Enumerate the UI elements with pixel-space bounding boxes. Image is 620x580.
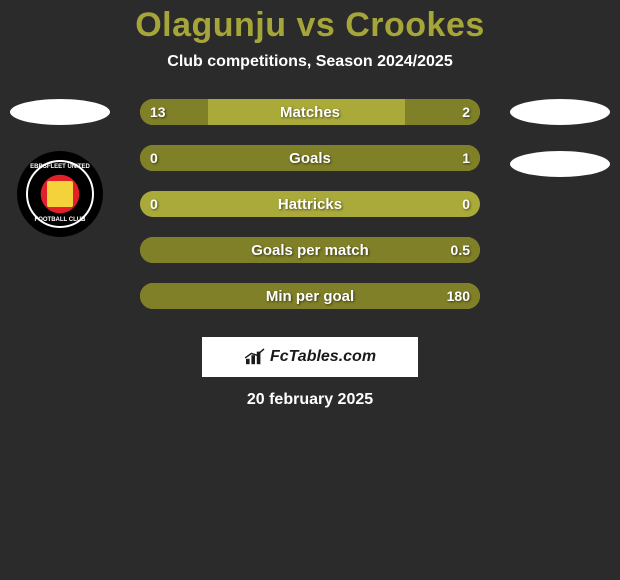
club-badge-top-text: EBBSFLEET UNITED xyxy=(28,164,92,170)
left-club-badge: EBBSFLEET UNITED FOOTBALL CLUB xyxy=(17,151,103,237)
stat-bars: Matches132 Goals01 Hattricks0 0 Goals per ma… xyxy=(140,99,480,309)
stat-bar-row: Goals per match0.5 xyxy=(140,237,480,263)
stat-bar-right-fill xyxy=(405,99,480,125)
right-club-placeholder xyxy=(510,151,610,177)
stat-bar-left-fill xyxy=(140,99,208,125)
stat-bar-left-value: 0 xyxy=(150,196,158,212)
club-badge-center-shield xyxy=(47,181,73,207)
footer-date: 20 february 2025 xyxy=(0,391,620,409)
club-badge-bottom-text: FOOTBALL CLUB xyxy=(28,217,92,223)
club-badge-ring: EBBSFLEET UNITED FOOTBALL CLUB xyxy=(26,160,94,228)
comparison-content: EBBSFLEET UNITED FOOTBALL CLUB Matches13… xyxy=(0,99,620,309)
left-player-placeholder xyxy=(10,99,110,125)
right-player-placeholder xyxy=(510,99,610,125)
right-player-column xyxy=(505,99,615,177)
brand-logo: FcTables.com xyxy=(202,337,418,377)
stat-bar-row: Matches132 xyxy=(140,99,480,125)
brand-name: FcTables.com xyxy=(270,348,376,366)
stat-bar-label: Hattricks xyxy=(140,196,480,213)
stat-bar-right-fill xyxy=(140,237,480,263)
page-title: Olagunju vs Crookes xyxy=(0,0,620,45)
stat-bar-right-fill xyxy=(140,283,480,309)
bar-chart-icon xyxy=(244,348,266,366)
stat-bar-row: Goals01 xyxy=(140,145,480,171)
left-player-column: EBBSFLEET UNITED FOOTBALL CLUB xyxy=(5,99,115,237)
stat-bar-right-fill xyxy=(140,145,480,171)
stat-bar-row: Min per goal180 xyxy=(140,283,480,309)
stat-bar-right-value: 0 xyxy=(462,196,470,212)
page-subtitle: Club competitions, Season 2024/2025 xyxy=(0,53,620,71)
stat-bar-row: Hattricks0 0 xyxy=(140,191,480,217)
